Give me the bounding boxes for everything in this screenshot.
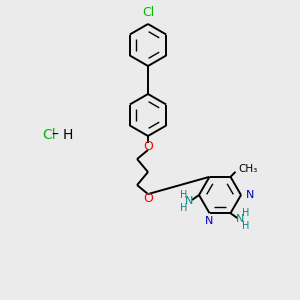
Text: H: H <box>242 221 249 231</box>
Text: O: O <box>143 140 153 152</box>
Text: H: H <box>180 203 188 213</box>
Text: H: H <box>63 128 74 142</box>
Text: N: N <box>236 214 245 224</box>
Text: O: O <box>143 192 153 205</box>
Text: H: H <box>180 190 188 200</box>
Text: N: N <box>246 190 254 200</box>
Text: Cl: Cl <box>42 128 56 142</box>
Text: N: N <box>205 216 214 226</box>
Text: –: – <box>52 128 58 142</box>
Text: N: N <box>185 196 193 206</box>
Text: H: H <box>242 208 249 218</box>
Text: Cl: Cl <box>142 6 154 19</box>
Text: CH₃: CH₃ <box>238 164 258 174</box>
